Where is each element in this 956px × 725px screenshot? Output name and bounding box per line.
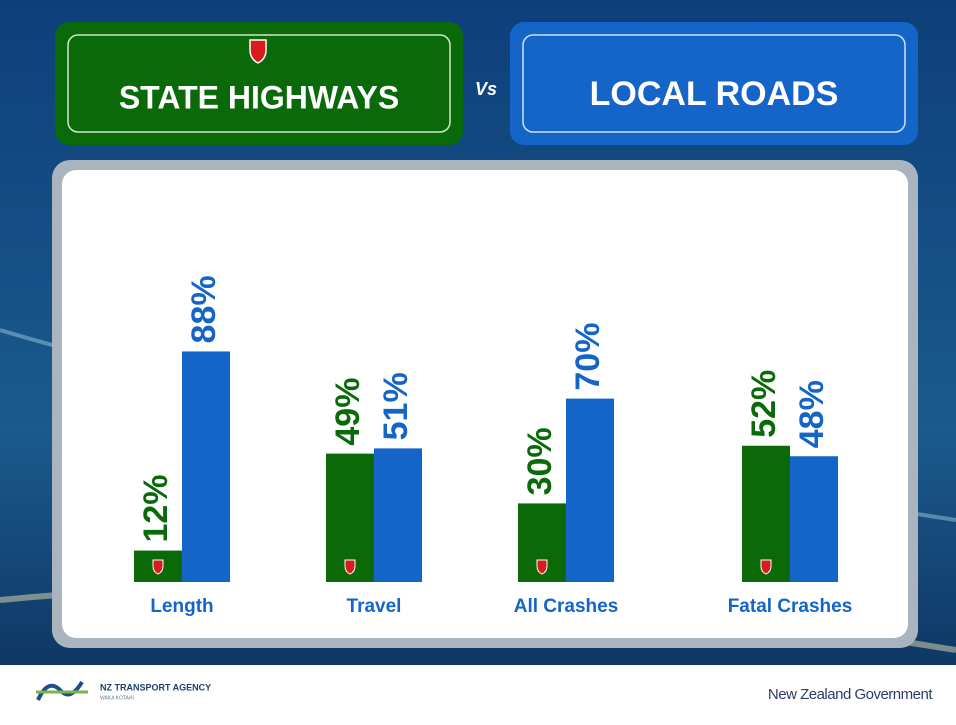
value-label: 88%	[185, 275, 223, 343]
category-label: All Crashes	[514, 596, 619, 617]
value-label: 51%	[377, 372, 415, 440]
category-label: Length	[150, 596, 213, 617]
value-label: 70%	[569, 323, 607, 391]
category-label: Travel	[347, 596, 402, 617]
slide: STATE HIGHWAYS Vs LOCAL ROADS NZ TRANSPO…	[0, 0, 956, 720]
bar	[182, 351, 230, 582]
page: {"chart_data": {"type": "bar", "vs_label…	[0, 0, 956, 725]
agency-name: NZ TRANSPORT AGENCY	[100, 682, 211, 692]
bar	[790, 456, 838, 582]
value-label: 48%	[793, 380, 831, 448]
shield-icon	[761, 560, 771, 574]
bar	[374, 448, 422, 582]
bar	[566, 399, 614, 582]
value-label: 52%	[745, 370, 783, 438]
value-label: 30%	[521, 427, 559, 495]
shield-icon	[345, 560, 355, 574]
value-label: 49%	[329, 378, 367, 446]
value-label: 12%	[137, 474, 175, 542]
vs-label: Vs	[475, 79, 497, 99]
shield-icon	[153, 560, 163, 574]
category-label: Fatal Crashes	[728, 596, 853, 617]
series-header: STATE HIGHWAYS	[119, 79, 399, 115]
shield-icon	[537, 560, 547, 574]
agency-sub: WAKA KOTAHI	[100, 695, 134, 701]
government-name: New Zealand Government	[768, 686, 933, 703]
series-header: LOCAL ROADS	[590, 75, 839, 113]
shield-icon	[250, 40, 266, 63]
